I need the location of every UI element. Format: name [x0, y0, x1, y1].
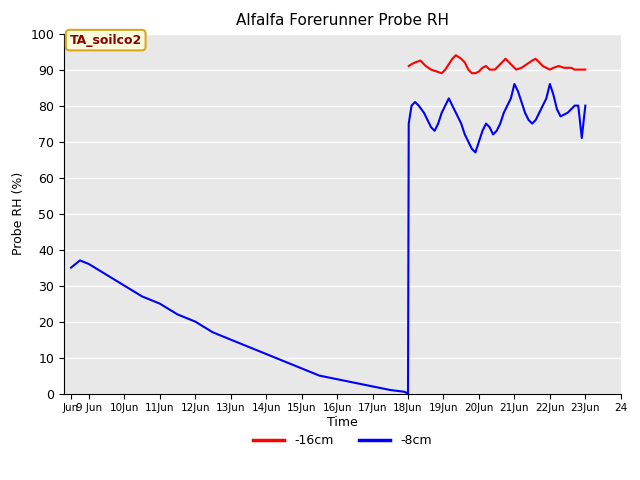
Text: TA_soilco2: TA_soilco2 — [70, 34, 142, 47]
Legend: -16cm, -8cm: -16cm, -8cm — [248, 429, 436, 452]
Title: Alfalfa Forerunner Probe RH: Alfalfa Forerunner Probe RH — [236, 13, 449, 28]
Y-axis label: Probe RH (%): Probe RH (%) — [12, 172, 25, 255]
X-axis label: Time: Time — [327, 416, 358, 429]
